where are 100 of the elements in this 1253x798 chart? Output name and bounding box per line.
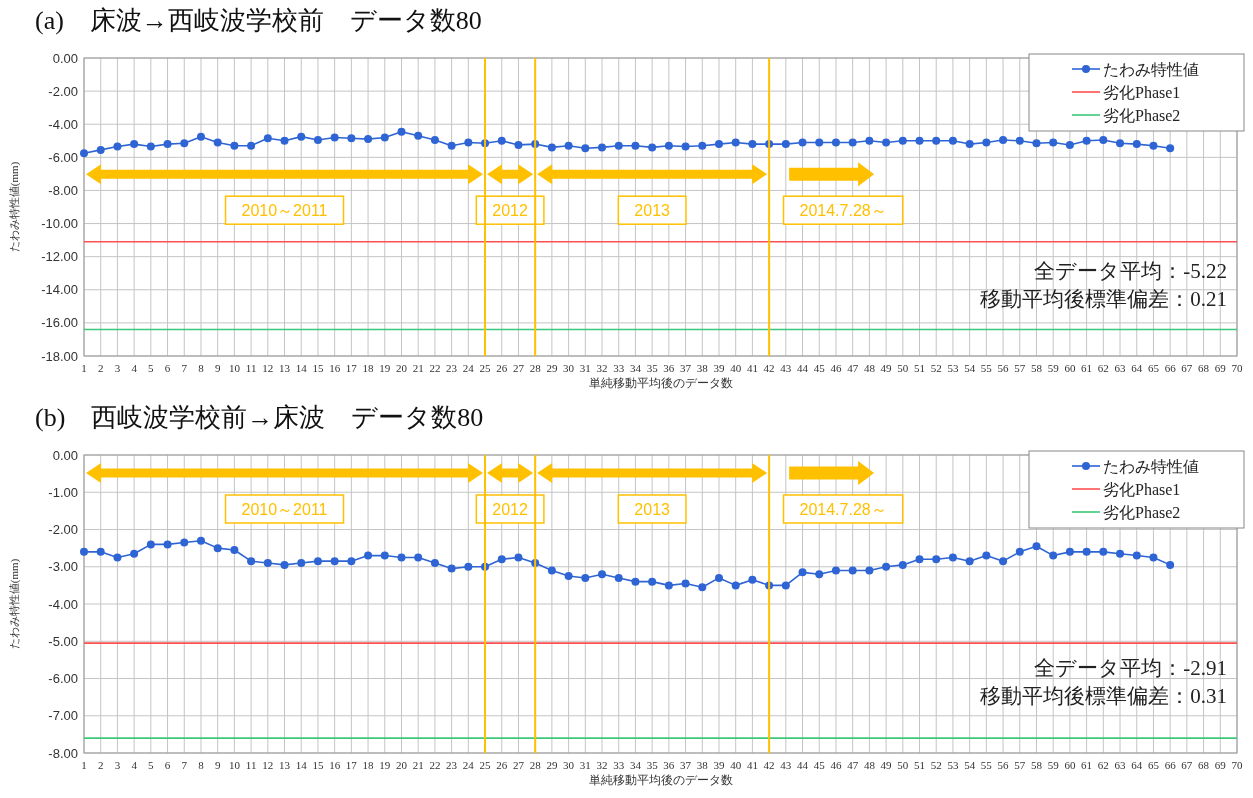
x-tick-label: 64 (1131, 758, 1143, 771)
x-tick-label: 24 (462, 758, 475, 771)
x-tick-label: 41 (746, 758, 758, 771)
x-tick-label: 33 (613, 361, 625, 374)
x-tick-label: 37 (680, 361, 692, 374)
x-tick-label: 5 (148, 758, 155, 771)
x-tick-label: 46 (830, 758, 842, 771)
y-tick-label: -16.00 (41, 315, 78, 331)
x-tick-label: 36 (663, 758, 675, 771)
x-tick-label: 7 (181, 361, 188, 374)
x-tick-label: 35 (646, 758, 659, 771)
y-tick-label: -2.00 (48, 522, 78, 538)
annotation: 2014.7.28～ (799, 500, 887, 518)
x-tick-label: 22 (429, 758, 441, 771)
x-tick-label: 19 (379, 361, 391, 374)
y-axis-title: たわみ特性値(mm) (7, 558, 21, 650)
annotation: 全データ平均：-2.91 (1034, 656, 1227, 681)
x-tick-label: 15 (312, 361, 324, 374)
x-tick-label: 31 (579, 758, 591, 771)
x-tick-label: 66 (1164, 361, 1177, 374)
x-tick-label: 18 (362, 758, 375, 771)
x-tick-label: 28 (529, 758, 542, 771)
x-tick-label: 25 (479, 361, 492, 374)
x-tick-label: 8 (198, 758, 205, 771)
x-tick-label: 4 (131, 361, 138, 374)
x-tick-label: 25 (479, 758, 492, 771)
x-tick-label: 58 (1030, 361, 1043, 374)
x-tick-label: 60 (1064, 758, 1076, 771)
x-tick-label: 38 (696, 758, 709, 771)
annotation: 2012 (492, 201, 529, 219)
x-tick-label: 1 (81, 758, 87, 771)
x-tick-label: 52 (930, 758, 942, 771)
legend-label: 劣化Phase2 (1103, 106, 1181, 124)
y-tick-label: -1.00 (48, 484, 78, 500)
x-tick-label: 2 (97, 361, 104, 374)
x-tick-label: 35 (646, 361, 659, 374)
x-tick-label: 13 (279, 758, 291, 771)
x-tick-label: 45 (813, 361, 826, 374)
y-tick-label: -10.00 (41, 216, 78, 232)
annotation: 移動平均後標準偏差：0.21 (980, 287, 1227, 312)
x-tick-label: 63 (1114, 361, 1127, 374)
x-tick-label: 55 (980, 361, 993, 374)
x-tick-label: 44 (797, 758, 809, 771)
x-tick-label: 40 (730, 361, 742, 374)
legend-label: 劣化Phase1 (1103, 83, 1181, 101)
x-tick-label: 56 (997, 758, 1010, 771)
x-tick-label: 20 (395, 758, 408, 771)
x-tick-label: 61 (1081, 361, 1093, 374)
x-tick-label: 32 (596, 361, 608, 374)
y-tick-label: -4.00 (48, 116, 78, 132)
x-tick-label: 62 (1097, 758, 1109, 771)
x-tick-label: 53 (947, 758, 959, 771)
x-tick-label: 17 (345, 758, 358, 771)
x-tick-label: 56 (997, 361, 1010, 374)
x-tick-label: 66 (1164, 758, 1177, 771)
x-tick-label: 23 (446, 758, 458, 771)
x-tick-label: 20 (395, 361, 408, 374)
x-tick-label: 57 (1014, 758, 1026, 771)
x-tick-label: 12 (262, 361, 274, 374)
x-tick-label: 6 (164, 361, 171, 374)
annotation: 2013 (634, 201, 671, 219)
x-tick-label: 58 (1030, 758, 1043, 771)
x-tick-label: 54 (964, 361, 976, 374)
x-tick-label: 30 (563, 361, 575, 374)
x-tick-label: 47 (847, 361, 859, 374)
annotation: 2010～2011 (241, 201, 328, 219)
legend-label: たわみ特性値 (1103, 60, 1199, 78)
x-tick-label: 15 (312, 758, 324, 771)
annotation: 2014.7.28～ (799, 201, 887, 219)
x-tick-label: 14 (295, 361, 308, 374)
y-tick-label: -6.00 (48, 671, 78, 687)
x-axis-title: 単純移動平均後のデータ数 (588, 376, 733, 391)
x-tick-label: 61 (1081, 758, 1093, 771)
x-tick-label: 13 (279, 361, 291, 374)
x-tick-label: 57 (1014, 361, 1026, 374)
x-tick-label: 31 (579, 361, 591, 374)
x-tick-label: 48 (863, 361, 876, 374)
y-tick-label: -4.00 (48, 596, 78, 612)
x-tick-label: 34 (629, 758, 642, 771)
x-tick-label: 67 (1181, 758, 1193, 771)
x-tick-label: 9 (214, 758, 221, 771)
y-tick-label: 0.00 (52, 50, 78, 66)
x-tick-label: 65 (1147, 758, 1160, 771)
x-tick-label: 44 (797, 361, 809, 374)
x-tick-label: 50 (897, 361, 909, 374)
legend-label: 劣化Phase1 (1103, 480, 1181, 498)
y-tick-label: -3.00 (48, 559, 78, 575)
y-tick-label: -14.00 (41, 282, 78, 298)
chart-title: (b) 西岐波学校前→床波 データ数80 (35, 403, 484, 433)
x-tick-label: 27 (512, 361, 525, 374)
x-tick-label: 42 (763, 361, 775, 374)
x-tick-label: 55 (980, 758, 993, 771)
x-tick-label: 4 (131, 758, 138, 771)
x-tick-label: 7 (181, 758, 188, 771)
x-tick-label: 29 (546, 758, 558, 771)
y-tick-label: -18.00 (41, 348, 78, 364)
chart-title: (a) 床波→西岐波学校前 データ数80 (35, 6, 482, 36)
x-tick-label: 9 (214, 361, 221, 374)
x-tick-label: 69 (1214, 758, 1227, 771)
x-tick-label: 28 (529, 361, 542, 374)
